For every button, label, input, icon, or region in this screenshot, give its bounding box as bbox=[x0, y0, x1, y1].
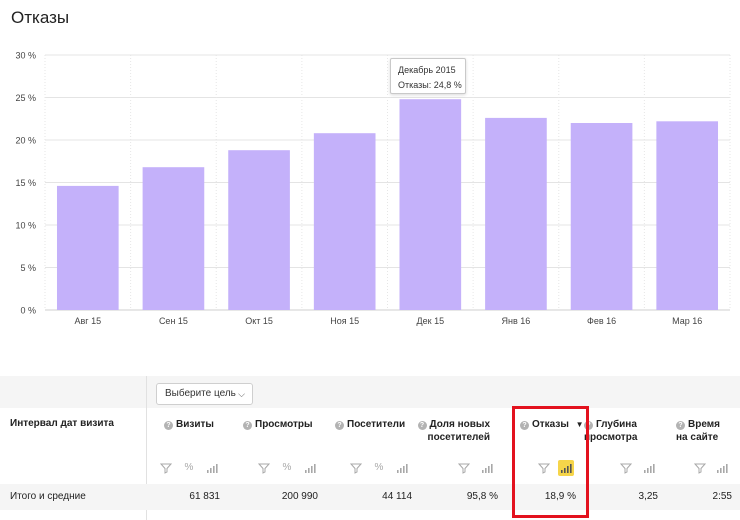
x-tick-label: Янв 16 bbox=[502, 316, 531, 326]
column-label: Визиты bbox=[176, 419, 214, 430]
goal-select[interactable]: Выберите цель ⌵ bbox=[156, 383, 253, 405]
column-label: Отказы bbox=[532, 419, 569, 430]
report-table: Выберите цель ⌵ Интервал дат визита ? Виз… bbox=[0, 376, 740, 520]
total-bounce: 18,9 % bbox=[544, 491, 576, 502]
bar-chart-icon[interactable] bbox=[643, 462, 655, 474]
x-tick-label: Ноя 15 bbox=[330, 316, 359, 326]
bar bbox=[656, 121, 719, 310]
total-new-visitors-share: 95,8 % bbox=[466, 491, 498, 502]
total-time: 2:55 bbox=[712, 491, 732, 502]
y-tick-label: 30 % bbox=[15, 51, 36, 61]
table-row-totals: Итого и средние 61 831 200 990 44 114 95… bbox=[0, 484, 740, 510]
percent-icon[interactable]: % bbox=[184, 462, 194, 473]
bar-chart-icon[interactable] bbox=[206, 462, 218, 474]
bar bbox=[485, 117, 547, 311]
y-tick-label: 0 % bbox=[20, 306, 36, 316]
help-icon[interactable]: ? bbox=[676, 421, 685, 430]
bar-chart-icon[interactable] bbox=[481, 462, 493, 474]
column-header-depth[interactable]: ? Глубина просмотра bbox=[584, 418, 652, 444]
x-tick-label: Фев 16 bbox=[587, 316, 616, 326]
column-header-visitors[interactable]: ? Посетители bbox=[335, 418, 405, 431]
y-tick-label: 25 % bbox=[15, 93, 36, 103]
percent-icon[interactable]: % bbox=[374, 462, 384, 473]
bounce-column-highlight bbox=[512, 406, 589, 518]
bar-chart-icon[interactable] bbox=[716, 462, 728, 474]
chevron-down-icon: ⌵ bbox=[238, 389, 245, 399]
bar bbox=[228, 150, 290, 310]
y-tick-label: 15 % bbox=[15, 178, 36, 188]
column-header-new-visitors-share[interactable]: ? Доля новых посетителей bbox=[398, 418, 490, 444]
help-icon[interactable]: ? bbox=[520, 421, 529, 430]
y-tick-label: 20 % bbox=[15, 136, 36, 146]
tooltip-value: Отказы: 24,8 % bbox=[398, 80, 462, 90]
bar-chart-icon-active[interactable] bbox=[558, 460, 574, 476]
filter-icon[interactable] bbox=[694, 462, 706, 474]
help-icon[interactable]: ? bbox=[164, 421, 173, 430]
x-tick-label: Мар 16 bbox=[672, 316, 702, 326]
goal-select-label: Выберите цель bbox=[165, 388, 236, 399]
chart-tooltip: Декабрь 2015 Отказы: 24,8 % bbox=[390, 58, 466, 94]
filter-icon[interactable] bbox=[458, 462, 470, 474]
column-label: Доля новых посетителей bbox=[427, 419, 490, 443]
total-views: 200 990 bbox=[281, 491, 318, 502]
column-header-bounce[interactable]: ? Отказы ▼ bbox=[520, 418, 584, 431]
column-header-visits[interactable]: ? Визиты bbox=[164, 418, 214, 431]
filter-icon[interactable] bbox=[620, 462, 632, 474]
column-label: Посетители bbox=[347, 419, 406, 430]
bar-chart-icon[interactable] bbox=[304, 462, 316, 474]
dimension-header[interactable]: Интервал дат визита bbox=[10, 418, 114, 429]
total-depth: 3,25 bbox=[638, 491, 658, 502]
tooltip-title: Декабрь 2015 bbox=[398, 65, 456, 75]
column-label: Время на сайте bbox=[676, 419, 720, 443]
page-title: Отказы bbox=[11, 8, 70, 27]
bar-chart-icon[interactable] bbox=[396, 462, 408, 474]
x-tick-label: Сен 15 bbox=[159, 316, 188, 326]
x-tick-label: Окт 15 bbox=[245, 316, 273, 326]
column-divider bbox=[146, 376, 147, 520]
bar bbox=[56, 185, 119, 310]
x-tick-label: Авг 15 bbox=[75, 316, 102, 326]
x-tick-label: Дек 15 bbox=[417, 316, 445, 326]
help-icon[interactable]: ? bbox=[243, 421, 252, 430]
filter-icon[interactable] bbox=[538, 462, 550, 474]
bar bbox=[313, 133, 376, 310]
filter-icon[interactable] bbox=[160, 462, 172, 474]
column-label: Просмотры bbox=[255, 419, 313, 430]
filter-icon[interactable] bbox=[258, 462, 270, 474]
sort-desc-icon[interactable]: ▼ bbox=[575, 420, 584, 429]
column-label: Глубина просмотра bbox=[584, 419, 638, 443]
filter-icon[interactable] bbox=[350, 462, 362, 474]
percent-icon[interactable]: % bbox=[282, 462, 292, 473]
help-icon[interactable]: ? bbox=[335, 421, 344, 430]
column-header-views[interactable]: ? Просмотры bbox=[243, 418, 313, 431]
totals-label: Итого и средние bbox=[10, 491, 86, 502]
bar bbox=[142, 167, 205, 310]
bounce-rate-bar-chart: 0 % 5 % 10 % 15 % 20 % 25 % 30 % Авг 15 Сен 15 Ок… bbox=[15, 51, 731, 326]
bar bbox=[399, 99, 462, 310]
column-header-time[interactable]: ? Время на сайте bbox=[676, 418, 732, 444]
goal-bar: Выберите цель ⌵ bbox=[0, 376, 740, 408]
total-visitors: 44 114 bbox=[382, 491, 412, 502]
y-tick-label: 5 % bbox=[20, 263, 36, 273]
y-tick-label: 10 % bbox=[15, 221, 36, 231]
total-visits: 61 831 bbox=[189, 491, 220, 502]
help-icon[interactable]: ? bbox=[417, 421, 427, 430]
bar bbox=[570, 123, 633, 310]
